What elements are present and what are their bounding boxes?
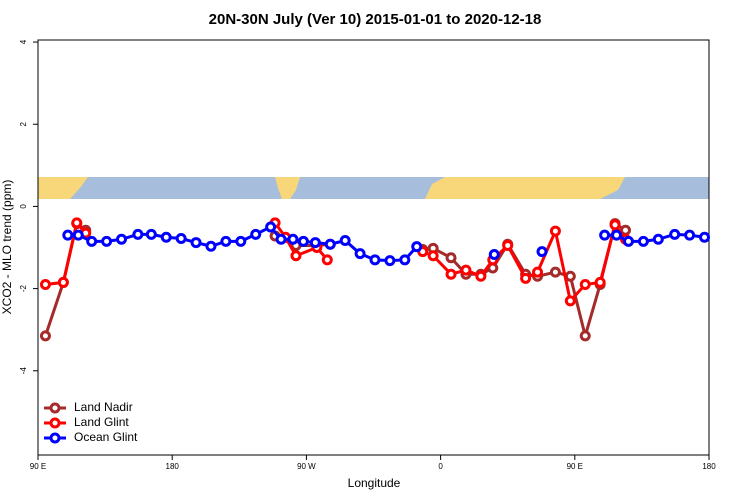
y-tick-label: 2: [19, 121, 28, 126]
y-tick-label: -2: [19, 284, 28, 292]
point: [564, 270, 576, 282]
legend-marker: [49, 402, 61, 414]
point: [250, 228, 262, 240]
point: [622, 235, 634, 247]
point: [309, 237, 321, 249]
point: [71, 217, 83, 229]
x-tick-label: 180: [166, 462, 180, 471]
point: [502, 239, 514, 251]
point: [101, 235, 113, 247]
point: [549, 225, 561, 237]
point: [220, 235, 232, 247]
point: [699, 231, 711, 243]
point: [86, 235, 98, 247]
point: [488, 248, 500, 260]
map-strip: [38, 177, 709, 199]
point: [669, 228, 681, 240]
legend-marker: [49, 417, 61, 429]
y-tick-label: 4: [19, 39, 28, 44]
point: [520, 272, 532, 284]
land-patch: [38, 177, 88, 199]
point: [609, 219, 621, 231]
point: [384, 255, 396, 267]
point: [445, 268, 457, 280]
point: [72, 229, 84, 241]
point: [599, 229, 611, 241]
legend-label: Land Nadir: [74, 400, 133, 414]
y-axis-label: XCO2 - MLO trend (ppm): [0, 180, 14, 315]
point: [399, 254, 411, 266]
point: [460, 264, 472, 276]
x-axis-label: Longitude: [348, 476, 401, 490]
point: [549, 266, 561, 278]
point: [160, 231, 172, 243]
point: [205, 240, 217, 252]
point: [275, 233, 287, 245]
point: [39, 330, 51, 342]
point: [235, 235, 247, 247]
point: [190, 237, 202, 249]
point: [57, 276, 69, 288]
point: [175, 232, 187, 244]
point: [637, 235, 649, 247]
point: [564, 295, 576, 307]
point: [611, 229, 623, 241]
point: [339, 235, 351, 247]
x-tick-label: 90 E: [30, 462, 46, 471]
x-tick-label: 90 E: [567, 462, 583, 471]
point: [132, 228, 144, 240]
legend-marker: [49, 432, 61, 444]
point: [354, 248, 366, 260]
point: [324, 238, 336, 250]
point: [536, 246, 548, 258]
point: [321, 254, 333, 266]
point: [39, 278, 51, 290]
x-tick-label: 180: [702, 462, 716, 471]
plot-frame: [37, 39, 710, 456]
point: [579, 278, 591, 290]
x-tick-label: 90 W: [297, 462, 316, 471]
point: [265, 221, 277, 233]
point: [445, 252, 457, 264]
point: [145, 228, 157, 240]
chart-title: 20N-30N July (Ver 10) 2015-01-01 to 2020…: [209, 11, 542, 28]
x-tick-label: 0: [438, 462, 443, 471]
legend-label: Ocean Glint: [74, 430, 138, 444]
point: [290, 250, 302, 262]
point: [411, 241, 423, 253]
point: [62, 229, 74, 241]
point: [579, 330, 591, 342]
point: [427, 250, 439, 262]
point: [369, 254, 381, 266]
y-tick-label: -4: [19, 367, 28, 375]
y-tick-label: 0: [19, 204, 28, 209]
point: [297, 235, 309, 247]
land-patch: [275, 177, 300, 199]
point: [475, 270, 487, 282]
point: [684, 229, 696, 241]
point: [287, 233, 299, 245]
point: [532, 266, 544, 278]
point: [652, 233, 664, 245]
land-patch: [425, 177, 625, 199]
point: [116, 233, 128, 245]
legend-label: Land Glint: [74, 415, 129, 429]
point: [594, 276, 606, 288]
